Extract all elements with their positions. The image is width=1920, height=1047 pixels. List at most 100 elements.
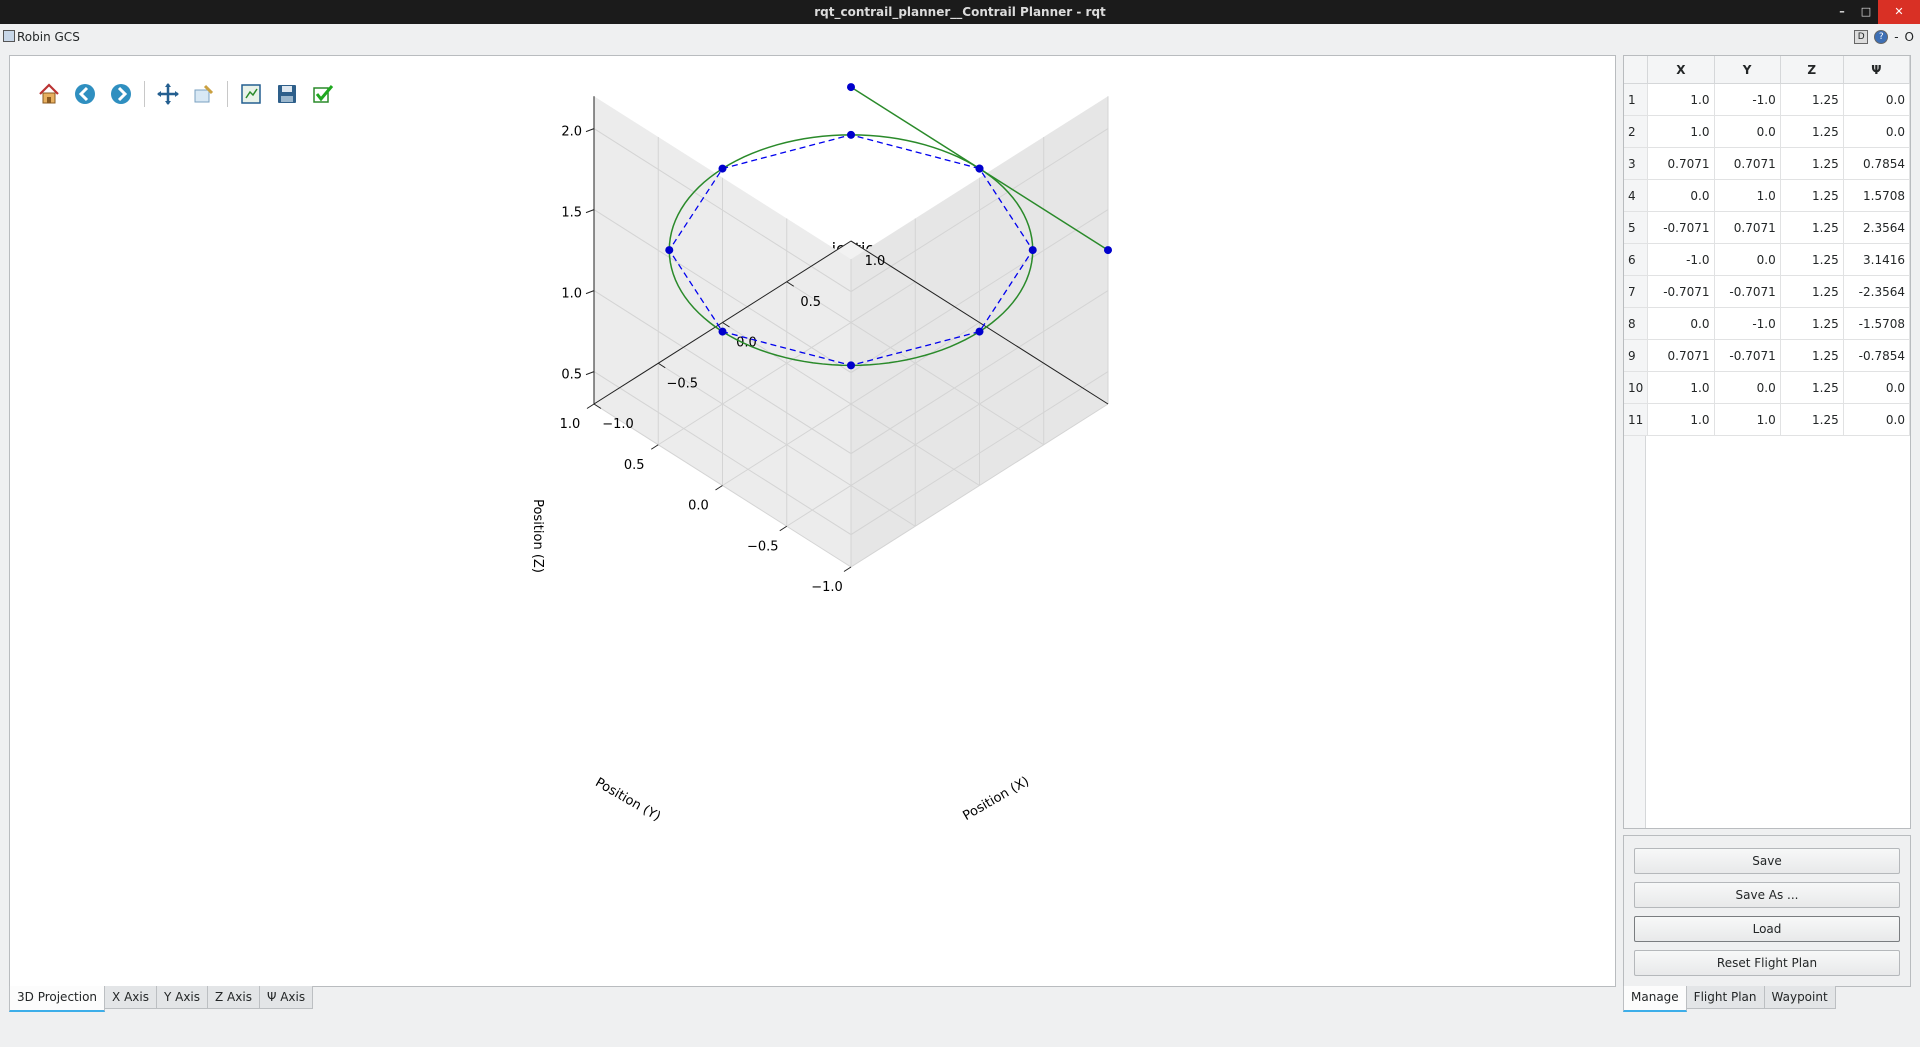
row-header[interactable]: 10	[1624, 371, 1649, 404]
table-row[interactable]: 1 1.0 -1.0 1.25 0.0	[1624, 83, 1910, 116]
row-header[interactable]: 4	[1624, 179, 1649, 212]
table-row[interactable]: 3 0.7071 0.7071 1.25 0.7854	[1624, 147, 1910, 180]
row-header[interactable]: 8	[1624, 307, 1649, 340]
tab-z-axis[interactable]: Z Axis	[207, 986, 260, 1009]
table-cell[interactable]: 1.25	[1780, 307, 1844, 340]
table-cell[interactable]: 1.25	[1780, 371, 1844, 404]
tab-flight-plan[interactable]: Flight Plan	[1685, 986, 1765, 1009]
table-cell[interactable]: 1.25	[1780, 179, 1844, 212]
table-cell[interactable]: -0.7071	[1714, 339, 1781, 372]
col-header-z[interactable]: Z	[1780, 56, 1844, 84]
row-header[interactable]: 5	[1624, 211, 1649, 244]
save-button[interactable]: Save	[1634, 848, 1900, 874]
col-header-y[interactable]: Y	[1714, 56, 1781, 84]
table-cell[interactable]: 1.0	[1714, 179, 1781, 212]
maximize-button[interactable]: □	[1860, 5, 1872, 18]
table-cell[interactable]: 1.0	[1714, 403, 1781, 436]
z-tick-mark	[585, 209, 595, 214]
table-row[interactable]: 5 -0.7071 0.7071 1.25 2.3564	[1624, 211, 1910, 244]
table-cell[interactable]: 1.25	[1780, 339, 1844, 372]
table-cell[interactable]: 1.0	[1647, 115, 1715, 148]
table-row[interactable]: 11 1.0 1.0 1.25 0.0	[1624, 403, 1910, 436]
back-icon[interactable]	[70, 79, 100, 109]
table-cell[interactable]: -0.7071	[1647, 211, 1715, 244]
table-cell[interactable]: 0.0	[1714, 243, 1781, 276]
table-cell[interactable]: -0.7071	[1714, 275, 1781, 308]
tab-waypoint[interactable]: Waypoint	[1763, 986, 1836, 1009]
tab-3d-projection[interactable]: 3D Projection	[9, 986, 106, 1012]
table-row[interactable]: 9 0.7071 -0.7071 1.25 -0.7854	[1624, 339, 1910, 372]
tab-psi-axis[interactable]: Ψ Axis	[258, 986, 314, 1009]
table-cell[interactable]: 1.25	[1780, 211, 1844, 244]
table-cell[interactable]: 1.25	[1780, 147, 1844, 180]
save-figure-icon[interactable]	[272, 79, 302, 109]
table-cell[interactable]: 1.25	[1780, 243, 1844, 276]
table-cell[interactable]: 1.5708	[1843, 179, 1910, 212]
pan-icon[interactable]	[153, 79, 183, 109]
table-cell[interactable]: 0.0	[1843, 83, 1910, 116]
table-cell[interactable]: 0.7071	[1714, 211, 1781, 244]
table-cell[interactable]: 0.7071	[1647, 147, 1715, 180]
table-row[interactable]: 8 0.0 -1.0 1.25 -1.5708	[1624, 307, 1910, 340]
minimize-button[interactable]: –	[1839, 5, 1845, 18]
table-cell[interactable]: 1.25	[1780, 275, 1844, 308]
row-header[interactable]: 3	[1624, 147, 1649, 180]
help-icon[interactable]: ?	[1874, 30, 1889, 44]
save-as-button[interactable]: Save As ...	[1634, 882, 1900, 908]
plugin-minimize-button[interactable]: -	[1894, 30, 1899, 44]
table-cell[interactable]: -1.0	[1714, 307, 1781, 340]
tab-manage[interactable]: Manage	[1623, 986, 1687, 1012]
table-cell[interactable]: 1.25	[1780, 403, 1844, 436]
table-cell[interactable]: 0.0	[1647, 307, 1715, 340]
row-header[interactable]: 7	[1624, 275, 1649, 308]
row-header[interactable]: 6	[1624, 243, 1649, 276]
table-cell[interactable]: 0.0	[1843, 403, 1910, 436]
load-button[interactable]: Load	[1634, 916, 1900, 942]
table-cell[interactable]: 1.25	[1780, 115, 1844, 148]
table-cell[interactable]: 3.1416	[1843, 243, 1910, 276]
table-cell[interactable]: 0.0	[1843, 371, 1910, 404]
table-cell[interactable]: 0.0	[1714, 115, 1781, 148]
table-cell[interactable]: -2.3564	[1843, 275, 1910, 308]
dock-d-button[interactable]: D	[1854, 30, 1869, 44]
plugin-close-button[interactable]: O	[1904, 30, 1914, 44]
apply-icon[interactable]	[308, 79, 338, 109]
table-cell[interactable]: -0.7071	[1647, 275, 1715, 308]
forward-icon[interactable]	[106, 79, 136, 109]
home-icon[interactable]	[34, 79, 64, 109]
table-row[interactable]: 4 0.0 1.0 1.25 1.5708	[1624, 179, 1910, 212]
row-header[interactable]: 9	[1624, 339, 1649, 372]
table-cell[interactable]: 1.0	[1647, 83, 1715, 116]
table-cell[interactable]: -1.5708	[1843, 307, 1910, 340]
zoom-icon[interactable]	[189, 79, 219, 109]
col-header-x[interactable]: X	[1647, 56, 1715, 84]
y-tick-label: 0.5	[624, 458, 645, 473]
table-cell[interactable]: 2.3564	[1843, 211, 1910, 244]
y-tick-mark	[779, 525, 788, 532]
col-header-psi[interactable]: Ψ	[1843, 56, 1910, 84]
table-cell[interactable]: 1.0	[1647, 371, 1715, 404]
table-cell[interactable]: 0.0	[1647, 179, 1715, 212]
subplots-icon[interactable]	[236, 79, 266, 109]
table-row[interactable]: 7 -0.7071 -0.7071 1.25 -2.3564	[1624, 275, 1910, 308]
table-row[interactable]: 2 1.0 0.0 1.25 0.0	[1624, 115, 1910, 148]
table-cell[interactable]: -1.0	[1714, 83, 1781, 116]
table-cell[interactable]: 0.0	[1714, 371, 1781, 404]
row-header[interactable]: 2	[1624, 115, 1649, 148]
table-cell[interactable]: 0.7071	[1647, 339, 1715, 372]
tab-y-axis[interactable]: Y Axis	[155, 986, 209, 1009]
table-cell[interactable]: 1.25	[1780, 83, 1844, 116]
table-cell[interactable]: 1.0	[1647, 403, 1715, 436]
table-cell[interactable]: 0.0	[1843, 115, 1910, 148]
table-cell[interactable]: 0.7854	[1843, 147, 1910, 180]
row-header[interactable]: 1	[1624, 83, 1649, 116]
row-header[interactable]: 11	[1624, 403, 1649, 436]
table-row[interactable]: 10 1.0 0.0 1.25 0.0	[1624, 371, 1910, 404]
table-cell[interactable]: -0.7854	[1843, 339, 1910, 372]
reset-flight-plan-button[interactable]: Reset Flight Plan	[1634, 950, 1900, 976]
table-cell[interactable]: 0.7071	[1714, 147, 1781, 180]
table-row[interactable]: 6 -1.0 0.0 1.25 3.1416	[1624, 243, 1910, 276]
tab-x-axis[interactable]: X Axis	[104, 986, 157, 1009]
close-button[interactable]: ✕	[1878, 0, 1920, 24]
table-cell[interactable]: -1.0	[1647, 243, 1715, 276]
